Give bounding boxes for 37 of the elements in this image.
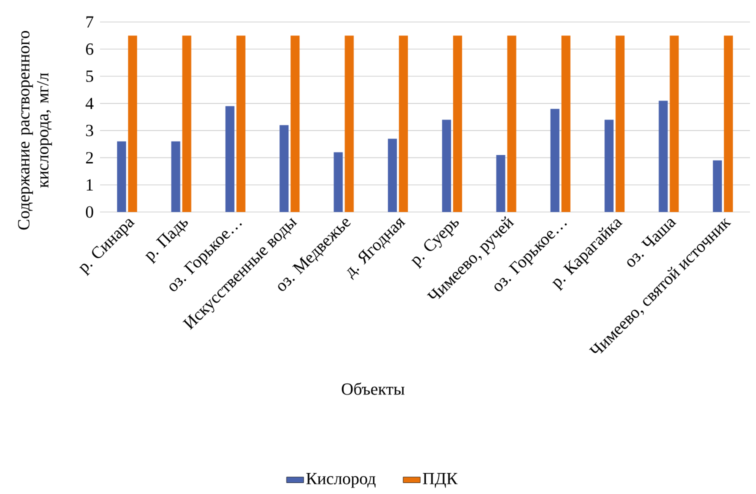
- y-tick-label: 6: [86, 43, 94, 55]
- bar: [171, 141, 180, 212]
- x-axis-title: Объекты: [342, 382, 404, 395]
- bar: [290, 36, 300, 212]
- bar: [712, 160, 722, 212]
- bar: [334, 152, 343, 212]
- legend-label: Кислород: [306, 473, 376, 488]
- bar: [280, 125, 289, 212]
- y-tick-label: 1: [86, 179, 93, 190]
- legend-label: ПДК: [422, 473, 458, 488]
- bar: [128, 36, 138, 212]
- bar: [658, 100, 668, 212]
- bar: [388, 138, 397, 212]
- y-tick-label: 3: [86, 124, 94, 136]
- bar: [398, 36, 408, 212]
- bar: [724, 36, 733, 212]
- bar: [182, 36, 192, 212]
- bar: [442, 120, 452, 212]
- bar: [616, 36, 625, 212]
- y-tick-label: 0: [86, 206, 94, 218]
- bar: [225, 106, 234, 212]
- bar: [561, 36, 570, 212]
- bar: [344, 36, 354, 212]
- y-tick-label: 7: [86, 16, 94, 28]
- bar: [453, 36, 462, 212]
- y-tick-label: 2: [86, 152, 93, 164]
- bar: [604, 120, 614, 212]
- bar: [236, 36, 246, 212]
- x-tick-label: оз. Чаша: [627, 218, 676, 267]
- y-tick-label: 4: [86, 98, 94, 110]
- bar: [670, 36, 679, 212]
- bar: [507, 36, 516, 212]
- y-tick-label: 5: [86, 70, 94, 82]
- bar: [550, 108, 560, 212]
- bar: [496, 154, 506, 212]
- bar: [117, 141, 126, 212]
- y-axis-title: Содержание растворенного кислорода, мг/л: [18, 30, 52, 230]
